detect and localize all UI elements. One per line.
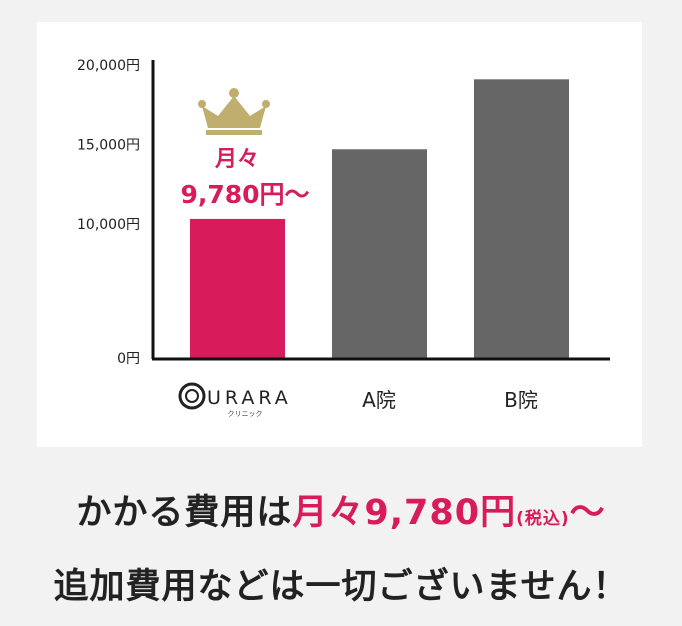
- highlight-label-line1: 月々: [214, 147, 259, 172]
- y-tick-label: 10,000円: [77, 217, 140, 233]
- caption-line-2: 追加費用などは一切ございません！: [53, 567, 629, 607]
- logo-sub: クリニック: [228, 410, 263, 418]
- logo-name: URARA: [207, 387, 292, 409]
- caption-text: かかる費用は: [76, 493, 293, 533]
- highlight-label-line2: 9,780円〜: [180, 180, 309, 209]
- urara-logo: URARA クリニック: [178, 382, 292, 418]
- y-tick-label: 20,000円: [77, 58, 140, 74]
- x-label-a: A院: [362, 388, 396, 412]
- bar-chart: 0円 10,000円 15,000円 20,000円 月々 9,780円〜 URARA…: [77, 58, 610, 418]
- caption-tilde: 〜: [569, 493, 606, 533]
- caption-tax: (税込): [516, 509, 570, 529]
- y-tick-label: 0円: [117, 351, 140, 367]
- caption-line-1: かかる費用は月々9,780円(税込)〜: [0, 484, 682, 535]
- bar-0: [190, 218, 285, 358]
- y-tick-label: 15,000円: [77, 138, 140, 154]
- bar-2: [474, 79, 569, 358]
- caption-price: 月々9,780円: [292, 493, 517, 533]
- bar-1: [332, 149, 427, 358]
- crown-icon: [198, 88, 270, 135]
- x-label-b: B院: [504, 388, 538, 412]
